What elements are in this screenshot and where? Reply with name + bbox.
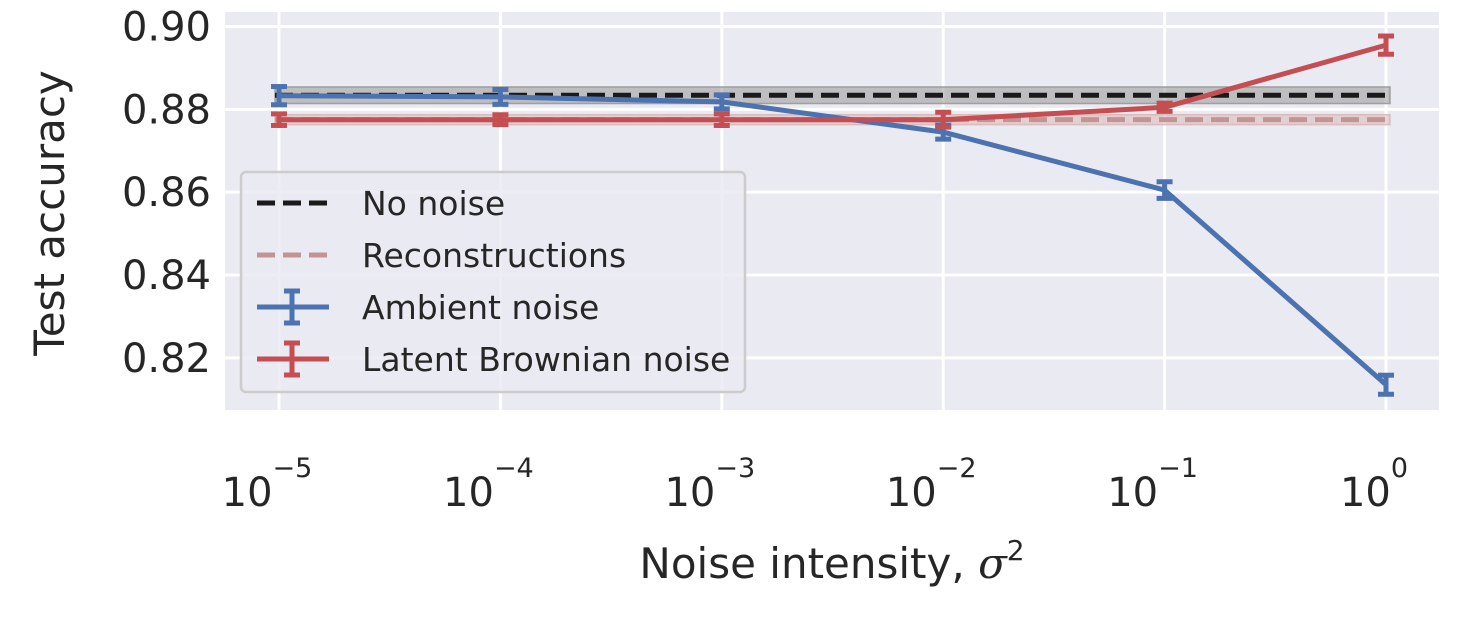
series-ambient-noise bbox=[271, 84, 1394, 397]
legend-label-ambient-noise: Ambient noise bbox=[362, 288, 599, 327]
error-bar bbox=[1156, 179, 1173, 201]
x-axis-label-symbol: σ bbox=[978, 539, 1008, 588]
error-bar bbox=[1378, 372, 1394, 397]
legend: No noise Reconstructions Ambient noise L… bbox=[239, 170, 747, 394]
y-axis-label: Test accuracy bbox=[25, 70, 74, 357]
x-tick-label: 10−4 bbox=[443, 453, 534, 516]
series-line bbox=[279, 42, 1387, 123]
x-axis-label-text: Noise intensity, bbox=[639, 539, 978, 588]
x-axis-label: Noise intensity, σ2 bbox=[639, 534, 1024, 588]
legend-label-reconstructions: Reconstructions bbox=[362, 236, 626, 275]
x-tick-labels: 10−5 10−4 10−3 10−2 10−1 100 bbox=[222, 453, 1408, 516]
error-bar bbox=[492, 86, 509, 107]
x-tick-label: 100 bbox=[1340, 453, 1408, 516]
y-tick-labels: 0.82 0.84 0.86 0.88 0.90 bbox=[122, 4, 211, 381]
error-bar bbox=[492, 112, 509, 128]
error-bar bbox=[1378, 33, 1394, 57]
y-tick-label: 0.82 bbox=[122, 336, 211, 382]
legend-frame bbox=[239, 170, 747, 394]
error-bar bbox=[713, 111, 730, 128]
legend-label-no-noise: No noise bbox=[362, 184, 505, 223]
y-tick-label: 0.90 bbox=[122, 4, 211, 50]
series-line bbox=[278, 93, 1388, 387]
x-tick-label: 10−5 bbox=[222, 453, 313, 516]
error-bar bbox=[935, 109, 952, 130]
x-tick-label: 10−2 bbox=[886, 453, 977, 516]
y-tick-label: 0.88 bbox=[122, 87, 211, 133]
legend-swatch-latent-brownian-noise bbox=[257, 340, 329, 378]
error-bar bbox=[713, 92, 730, 112]
y-tick-label: 0.84 bbox=[122, 253, 211, 299]
error-bar bbox=[1156, 100, 1173, 114]
legend-swatch-ambient-noise bbox=[257, 288, 329, 326]
error-bar bbox=[271, 111, 287, 128]
x-tick-label: 10−1 bbox=[1107, 453, 1198, 516]
error-bar bbox=[271, 84, 287, 108]
series bbox=[271, 33, 1394, 397]
x-tick-label: 10−3 bbox=[664, 453, 755, 516]
x-axis-label-exponent: 2 bbox=[1007, 534, 1025, 567]
series-latent-brownian-noise bbox=[271, 33, 1394, 130]
legend-label-latent-brownian-noise: Latent Brownian noise bbox=[362, 340, 730, 379]
y-tick-label: 0.86 bbox=[122, 170, 211, 216]
